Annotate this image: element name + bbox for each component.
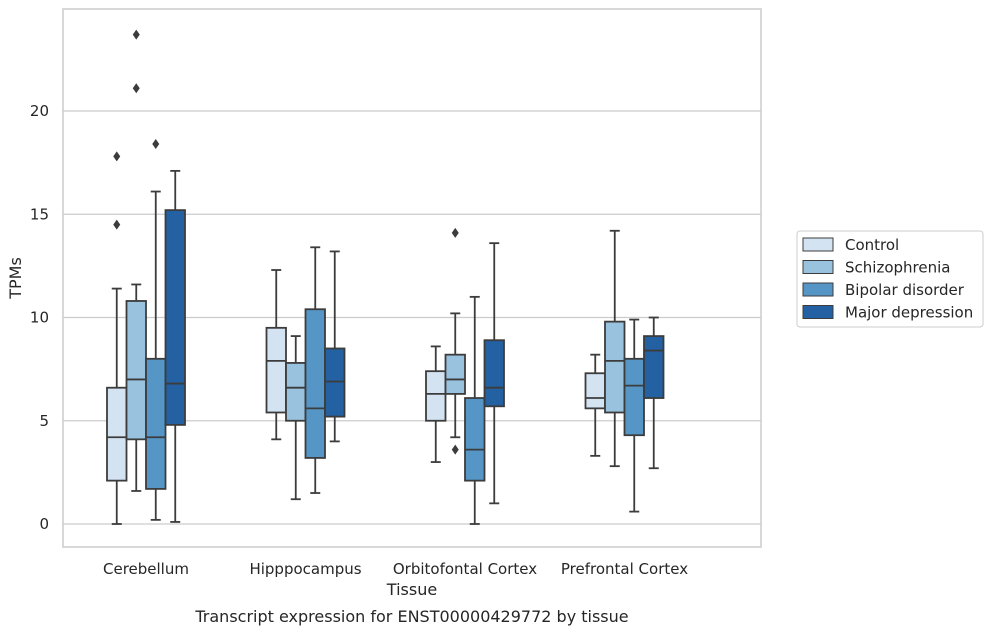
- box-major-depression: [164, 169, 186, 523]
- box-iqr: [623, 357, 645, 437]
- outlier-point: [132, 29, 140, 40]
- box-iqr: [304, 308, 326, 459]
- box-iqr: [265, 326, 287, 414]
- box-control: [584, 353, 606, 457]
- legend-swatch: [802, 260, 834, 274]
- box-bipolar-disorder: [304, 246, 326, 494]
- box-iqr: [444, 353, 466, 395]
- box-bipolar-disorder: [464, 295, 486, 525]
- box-bipolar-disorder: [623, 318, 645, 513]
- x-tick-label: Cerebellum: [103, 560, 189, 578]
- plot-area-frame: [62, 8, 762, 548]
- outlier-point: [132, 83, 140, 94]
- box-iqr: [584, 372, 606, 410]
- x-axis-title: Tissue: [386, 580, 437, 599]
- box-bipolar-disorder: [145, 139, 167, 521]
- box-control: [425, 345, 447, 463]
- y-axis-title: TPMs: [6, 257, 25, 300]
- legend-label: Major depression: [845, 304, 973, 322]
- legend-swatch: [802, 305, 834, 319]
- y-tick-label: 20: [30, 102, 49, 120]
- box-iqr: [464, 397, 486, 482]
- legend-swatch: [802, 282, 834, 297]
- box-schizophrenia: [444, 227, 466, 455]
- box-major-depression: [483, 242, 505, 505]
- box-control: [106, 151, 128, 525]
- box-series: [106, 29, 665, 525]
- x-tick-label: Orbitofontal Cortex: [393, 560, 537, 578]
- box-iqr: [604, 320, 626, 414]
- box-iqr: [643, 335, 665, 399]
- legend-label: Schizophrenia: [845, 259, 950, 277]
- box-iqr: [145, 357, 167, 490]
- box-major-depression: [643, 316, 665, 470]
- box-schizophrenia: [285, 335, 307, 501]
- legend-frame: [796, 230, 984, 328]
- box-schizophrenia: [125, 29, 147, 492]
- y-tick-label: 15: [30, 205, 49, 223]
- y-tick-label: 10: [30, 309, 49, 327]
- y-tick-label: 0: [39, 515, 49, 533]
- legend-label: Bipolar disorder: [845, 281, 965, 299]
- outlier-point: [451, 227, 459, 238]
- box-control: [265, 269, 287, 441]
- x-tick-label: Prefrontal Cortex: [561, 560, 688, 578]
- box-iqr: [425, 370, 447, 422]
- box-major-depression: [324, 250, 346, 443]
- box-iqr: [324, 347, 346, 418]
- x-tick-label: Hipppocampus: [249, 560, 361, 578]
- legend-label: Control: [845, 236, 899, 254]
- y-tick-label: 5: [39, 412, 49, 430]
- outlier-point: [152, 139, 160, 150]
- box-iqr: [483, 339, 505, 408]
- box-iqr: [285, 362, 307, 422]
- box-schizophrenia: [604, 229, 626, 468]
- x-tick-labels: Cerebellum Hipppocampus Orbitofontal Corte…: [103, 560, 688, 578]
- box-iqr: [164, 209, 186, 426]
- figure-caption: Transcript expression for ENST0000042977…: [194, 607, 628, 626]
- outlier-point: [113, 219, 121, 230]
- legend-swatch: [802, 237, 834, 252]
- outlier-point: [451, 444, 459, 455]
- outlier-point: [113, 151, 121, 162]
- box-iqr: [125, 300, 147, 441]
- y-tick-labels: 0 5 10 15 20: [30, 102, 49, 533]
- box-iqr: [106, 386, 128, 482]
- legend: Control Schizophrenia Bipolar disorder Majo…: [796, 230, 984, 328]
